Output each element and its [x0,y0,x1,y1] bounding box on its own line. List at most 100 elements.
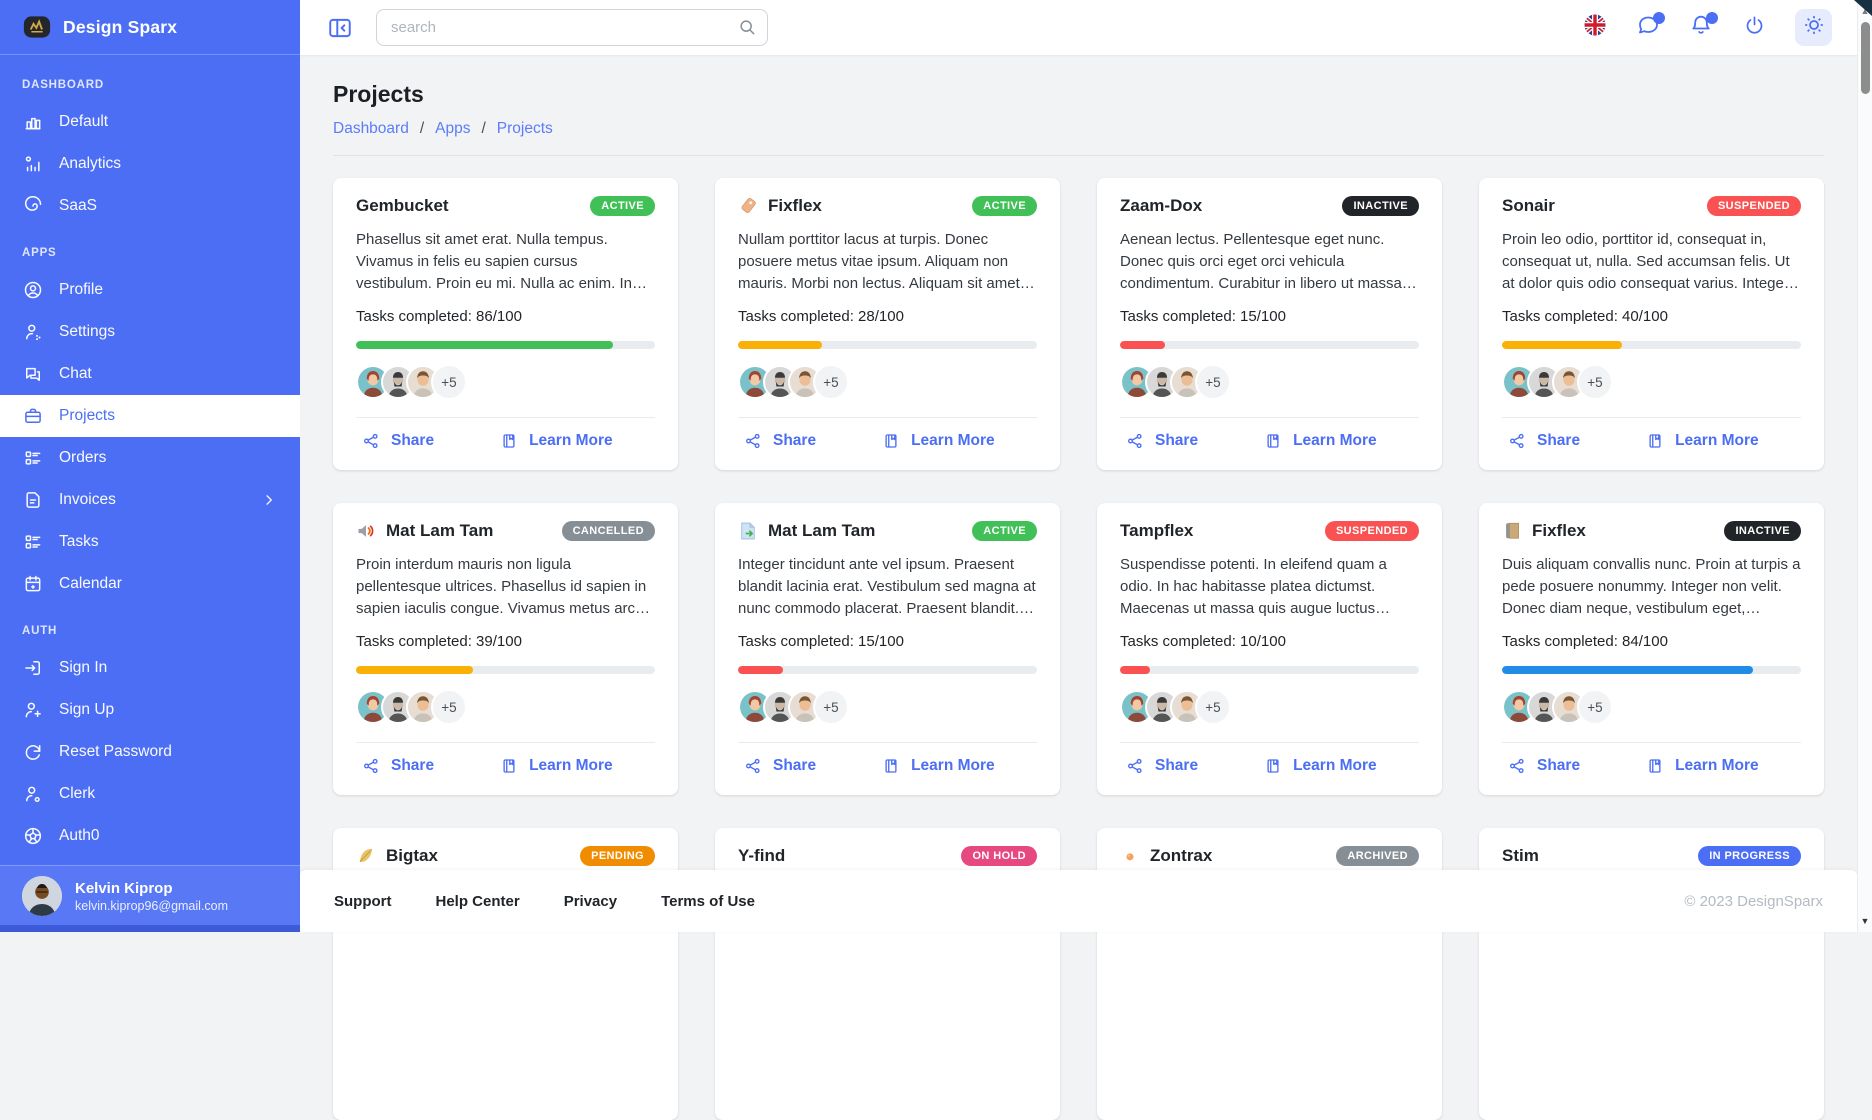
footer-link-terms-of-use[interactable]: Terms of Use [661,892,755,910]
card-actions: Share Learn More [1502,743,1801,777]
sun-button[interactable] [1795,9,1832,46]
sidebar-item-saas[interactable]: SaaS [0,185,300,227]
share-button-label: Share [1155,432,1199,449]
project-card-header: Zaam-Dox INACTIVE [1120,196,1419,216]
page-title: Projects [333,81,424,107]
notification-badge-dot [1706,11,1718,24]
sidebar-item-label: Settings [59,323,116,340]
horizontal-scrollbar[interactable] [0,925,300,932]
rotate-icon [22,741,44,763]
share-button[interactable]: Share [362,432,434,450]
project-title: Bigtax [386,846,438,865]
avatar-group: +5 [1502,364,1801,401]
progress-bar-fill [1502,341,1622,350]
learn-more-button[interactable]: Learn More [500,757,613,775]
share-button-label: Share [1537,432,1581,449]
brand[interactable]: Design Sparx [0,0,300,55]
vertical-scrollbar[interactable]: ▲ ▼ [1857,0,1872,932]
footer-link-support[interactable]: Support [334,892,392,910]
project-card-header: Gembucket ACTIVE [356,196,655,216]
sidebar-collapse-button[interactable] [326,14,354,42]
sidebar-item-analytics[interactable]: Analytics [0,143,300,185]
avatar-group: +5 [356,689,655,726]
project-description: Duis aliquam convallis nunc. Proin at tu… [1502,556,1801,618]
status-badge: ACTIVE [590,196,655,216]
share-button-label: Share [391,432,435,449]
status-badge: CANCELLED [561,521,655,541]
share-button[interactable]: Share [1508,432,1580,450]
footer: Support Help Center Privacy Terms of Use © … [300,870,1857,932]
project-card-header: Mat Lam Tam CANCELLED [356,521,655,541]
learn-more-button[interactable]: Learn More [1264,757,1377,775]
learn-more-button-label: Learn More [911,432,995,449]
footer-link-help-center[interactable]: Help Center [435,892,520,910]
scrollbar-down-arrow[interactable]: ▼ [1860,916,1870,926]
learn-more-button[interactable]: Learn More [1646,432,1759,450]
card-actions: Share Learn More [738,743,1037,777]
bell-button[interactable] [1689,11,1718,40]
list-details-icon [22,447,44,469]
sidebar-user[interactable]: Kelvin Kiprop kelvin.kiprop96@gmail.com [0,865,300,932]
share-button[interactable]: Share [1126,757,1198,775]
footer-link-privacy[interactable]: Privacy [563,892,618,910]
status-badge: INACTIVE [1724,521,1801,541]
scrollbar-up-arrow[interactable]: ▲ [1860,6,1870,16]
project-card-header: Fixflex INACTIVE [1502,521,1801,541]
share-button[interactable]: Share [1508,757,1580,775]
learn-more-button-label: Learn More [529,432,613,449]
speaker-icon [356,521,376,541]
project-description: Integer tincidunt ante vel ipsum. Praese… [738,556,1036,618]
sidebar-item-reset-password[interactable]: Reset Password [0,731,300,773]
progress-bar [356,666,655,675]
search-input[interactable] [376,9,768,46]
sidebar-item-projects[interactable]: Projects [0,395,300,437]
sidebar-item-chat[interactable]: Chat [0,353,300,395]
topbar [300,0,1872,55]
sidebar-item-clerk[interactable]: Clerk [0,773,300,815]
share-button[interactable]: Share [744,432,816,450]
learn-more-button[interactable]: Learn More [1264,432,1377,450]
sidebar-item-default[interactable]: Default [0,101,300,143]
breadcrumb-item-projects[interactable]: Projects [496,120,553,137]
status-badge: ACTIVE [972,521,1037,541]
progress-bar-fill [1502,666,1754,675]
sidebar-item-tasks[interactable]: Tasks [0,521,300,563]
sidebar-sections: DASHBOARD Default Analytics SaaS APPS Profile… [0,55,300,865]
scrollbar-thumb[interactable] [1861,22,1870,94]
share-button[interactable]: Share [362,757,434,775]
share-button[interactable]: Share [744,757,816,775]
learn-more-button[interactable]: Learn More [882,432,995,450]
learn-more-button[interactable]: Learn More [500,432,613,450]
learn-more-button[interactable]: Learn More [1646,757,1759,775]
uk-flag-button[interactable] [1583,14,1607,40]
progress-bar-fill [356,341,614,350]
project-card-header: Mat Lam Tam ACTIVE [738,521,1037,541]
card-actions-area: Share Learn More [356,742,655,777]
calendar-icon [22,573,44,595]
project-title: Zontrax [1150,846,1213,865]
share-button-label: Share [1537,757,1581,774]
tasks-completed-label: Tasks completed: 15/100 [738,633,904,651]
sidebar-item-orders[interactable]: Orders [0,437,300,479]
avatar-group: +5 [1120,689,1419,726]
breadcrumb-item-apps[interactable]: Apps [435,120,471,137]
sidebar-item-invoices[interactable]: Invoices [0,479,300,521]
power-button[interactable] [1742,15,1766,40]
sidebar-item-profile[interactable]: Profile [0,269,300,311]
book-icon [882,757,900,775]
sidebar-item-settings[interactable]: Settings [0,311,300,353]
brand-logo-icon [22,12,52,42]
learn-more-button[interactable]: Learn More [882,757,995,775]
sidebar-section-label: APPS [22,247,57,259]
spiral-icon [22,195,44,217]
sidebar-item-auth0[interactable]: Auth0 [0,815,300,857]
message-button[interactable] [1636,11,1665,40]
share-button[interactable]: Share [1126,432,1198,450]
sidebar-item-calendar[interactable]: Calendar [0,563,300,605]
sidebar-item-sign-in[interactable]: Sign In [0,647,300,689]
project-title: Gembucket [356,196,449,215]
sidebar-item-sign-up[interactable]: Sign Up [0,689,300,731]
copyright: © 2023 DesignSparx [1684,892,1823,910]
breadcrumb-item-dashboard[interactable]: Dashboard [333,120,409,137]
avatar-overflow-count: +5 [813,364,849,401]
